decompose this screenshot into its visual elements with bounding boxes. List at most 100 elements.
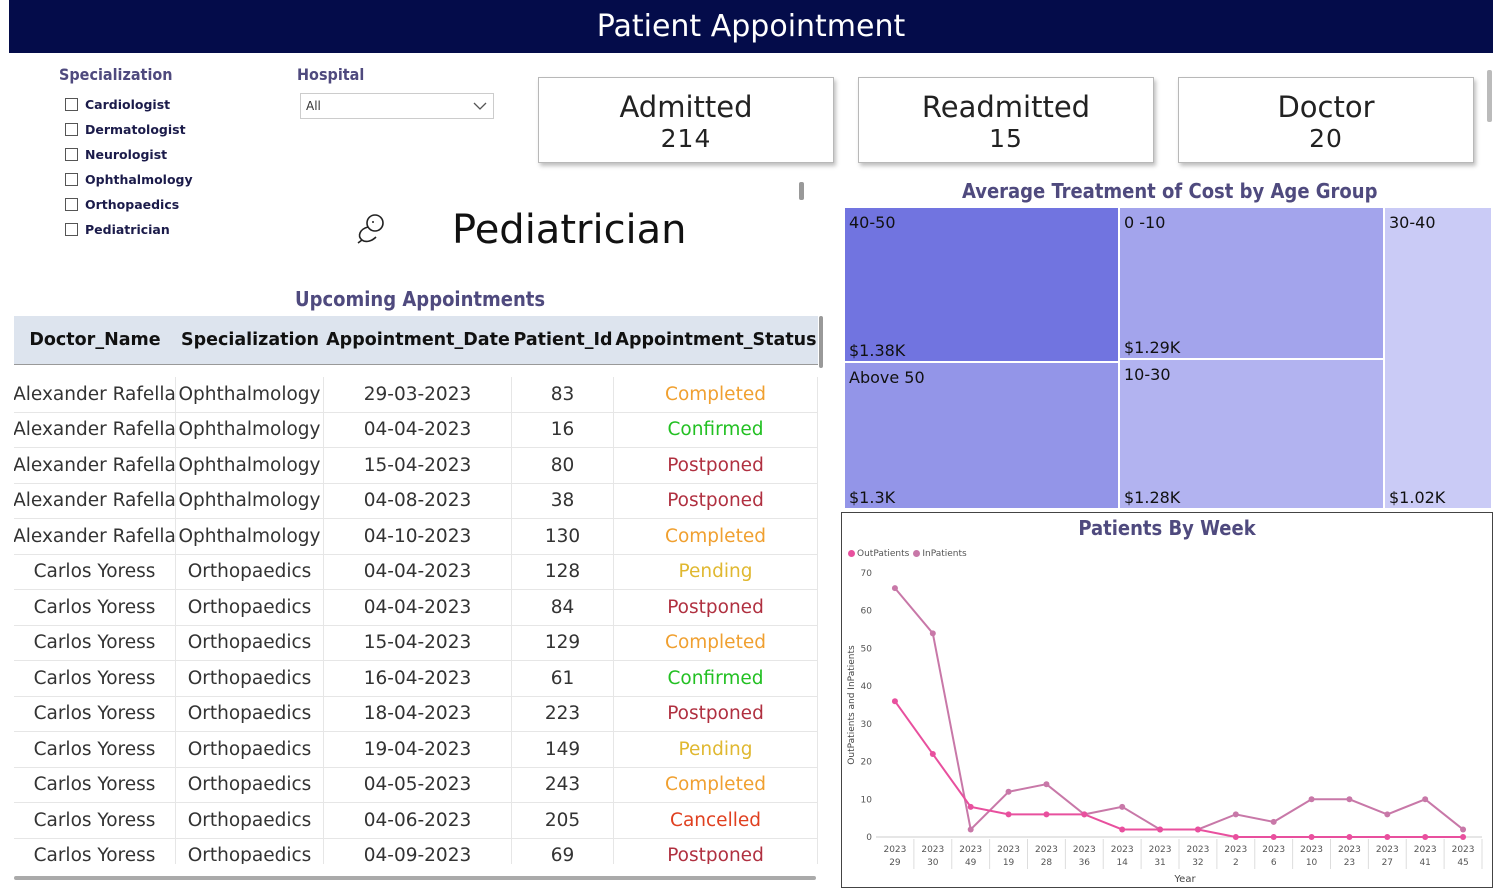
scrollbar[interactable] [799,182,804,200]
status-cell: Postponed [614,483,818,518]
specialization-option[interactable]: Cardiologist [65,92,193,117]
checkbox[interactable] [65,198,78,211]
x-tick-label: 32 [1192,858,1203,868]
specialization-option[interactable]: Neurologist [65,142,193,167]
hospital-dropdown[interactable]: All [300,93,494,119]
table-cell: 19-04-2023 [324,732,512,767]
scrollbar[interactable] [14,876,816,880]
specialization-slicer: Cardiologist Dermatologist Neurologist O… [65,92,193,242]
table-row[interactable]: Alexander Rafella Ophthalmology 29-03-2023… [14,377,818,413]
specialization-option[interactable]: Pediatrician [65,217,193,242]
checkbox[interactable] [65,98,78,111]
specialization-option[interactable]: Dermatologist [65,117,193,142]
column-header[interactable]: Doctor_Name [29,330,161,350]
tile-label: 30-40 [1389,213,1436,232]
table-row[interactable]: Carlos Yoress Orthopaedics 04-09-2023 69 Pos… [14,838,818,864]
column-header[interactable]: Specialization [180,330,320,350]
series-line [894,700,1464,838]
status-cell: Completed [614,767,818,802]
table-cell: Carlos Yoress [14,590,176,625]
table-row[interactable]: Alexander Rafella Ophthalmology 04-04-2023… [14,412,818,448]
x-tick-label: 36 [1079,858,1091,868]
data-point [1270,834,1277,840]
treemap-tile[interactable]: 40-50 $1.38K [845,208,1118,361]
status-cell: Cancelled [614,803,818,838]
kpi-value: 20 [1309,124,1343,153]
table-cell: Alexander Rafella [14,519,176,554]
x-tick-label: 2023 [1073,845,1096,855]
status-cell: Completed [614,377,818,412]
appointments-table: Doctor_Name Specialization Appointment_D… [14,316,818,864]
table-cell: Orthopaedics [176,625,324,660]
data-point [1043,811,1050,818]
x-tick-label: 2023 [1149,845,1172,855]
table-cell: Carlos Yoress [14,661,176,696]
checkbox[interactable] [65,123,78,136]
table-row[interactable]: Carlos Yoress Orthopaedics 04-05-2023 243 Co… [14,767,818,803]
table-row[interactable]: Carlos Yoress Orthopaedics 15-04-2023 129 Co… [14,625,818,661]
specialization-option[interactable]: Ophthalmology [65,167,193,192]
data-point [1270,818,1277,825]
checkbox[interactable] [65,173,78,186]
column-header[interactable]: Appointment_Status [615,330,817,350]
column-header[interactable]: Patient_Id [513,330,613,350]
table-cell: Carlos Yoress [14,625,176,660]
table-cell: Alexander Rafella [14,483,176,518]
x-tick-label: 2023 [1186,845,1209,855]
table-cell: Orthopaedics [176,661,324,696]
x-axis-label: Year [1173,874,1196,885]
treemap-tile[interactable]: 30-40 $1.02K [1385,208,1491,508]
table-row[interactable]: Carlos Yoress Orthopaedics 04-04-2023 128 Pe… [14,554,818,590]
baby-icon [357,214,384,244]
table-cell: Alexander Rafella [14,448,176,483]
series-line [894,587,1464,832]
table-row[interactable]: Alexander Rafella Ophthalmology 04-08-2023… [14,483,818,519]
table-cell: Orthopaedics [176,732,324,767]
table-cell: Carlos Yoress [14,803,176,838]
tile-value: $1.02K [1389,488,1446,507]
scrollbar[interactable] [819,316,823,368]
appointments-title: Upcoming Appointments [295,287,546,311]
table-row[interactable]: Carlos Yoress Orthopaedics 16-04-2023 61 Con… [14,661,818,697]
data-point [1346,834,1353,840]
table-cell: 16-04-2023 [324,661,512,696]
column-header[interactable]: Appointment_Date [326,330,510,350]
checkbox[interactable] [65,148,78,161]
treemap-tile[interactable]: Above 50 $1.3K [845,363,1118,508]
table-row[interactable]: Carlos Yoress Orthopaedics 04-06-2023 205 Ca… [14,803,818,839]
kpi-card-doctor: Doctor 20 [1178,77,1474,163]
table-row[interactable]: Carlos Yoress Orthopaedics 19-04-2023 149 Pe… [14,732,818,768]
data-point [1384,811,1391,818]
chevron-down-icon [473,102,487,110]
checkbox[interactable] [65,223,78,236]
table-row[interactable]: Alexander Rafella Ophthalmology 15-04-2023… [14,448,818,484]
scrollbar[interactable] [1487,70,1492,122]
table-cell: 129 [512,625,614,660]
table-cell: 80 [512,448,614,483]
x-tick-label: 2023 [1035,845,1058,855]
table-row[interactable]: Alexander Rafella Ophthalmology 04-10-2023… [14,519,818,555]
treemap-tile[interactable]: 0 -10 $1.29K [1120,208,1383,358]
y-axis-label: OutPatients and InPatients [847,645,857,765]
treemap-tile[interactable]: 10-30 $1.28K [1120,360,1383,508]
data-point [967,803,974,810]
x-tick-label: 23 [1344,858,1355,868]
x-tick-label: 27 [1382,858,1393,868]
data-point [929,751,936,758]
table-row[interactable]: Carlos Yoress Orthopaedics 18-04-2023 223 Po… [14,696,818,732]
specialization-option[interactable]: Orthopaedics [65,192,193,217]
page-title: Patient Appointment [9,0,1493,53]
data-point [1384,834,1391,840]
data-point [1232,811,1239,818]
x-tick-label: 2023 [1111,845,1134,855]
table-row[interactable]: Carlos Yoress Orthopaedics 04-04-2023 84 Pos… [14,590,818,626]
legend-item[interactable]: InPatients [913,549,967,559]
table-cell: Ophthalmology [176,448,324,483]
table-cell: 69 [512,838,614,864]
table-cell: 149 [512,732,614,767]
y-tick-label: 20 [861,758,873,768]
legend-item[interactable]: OutPatients [848,549,909,559]
data-point [929,630,936,637]
status-cell: Pending [614,732,818,767]
table-cell: Orthopaedics [176,554,324,589]
